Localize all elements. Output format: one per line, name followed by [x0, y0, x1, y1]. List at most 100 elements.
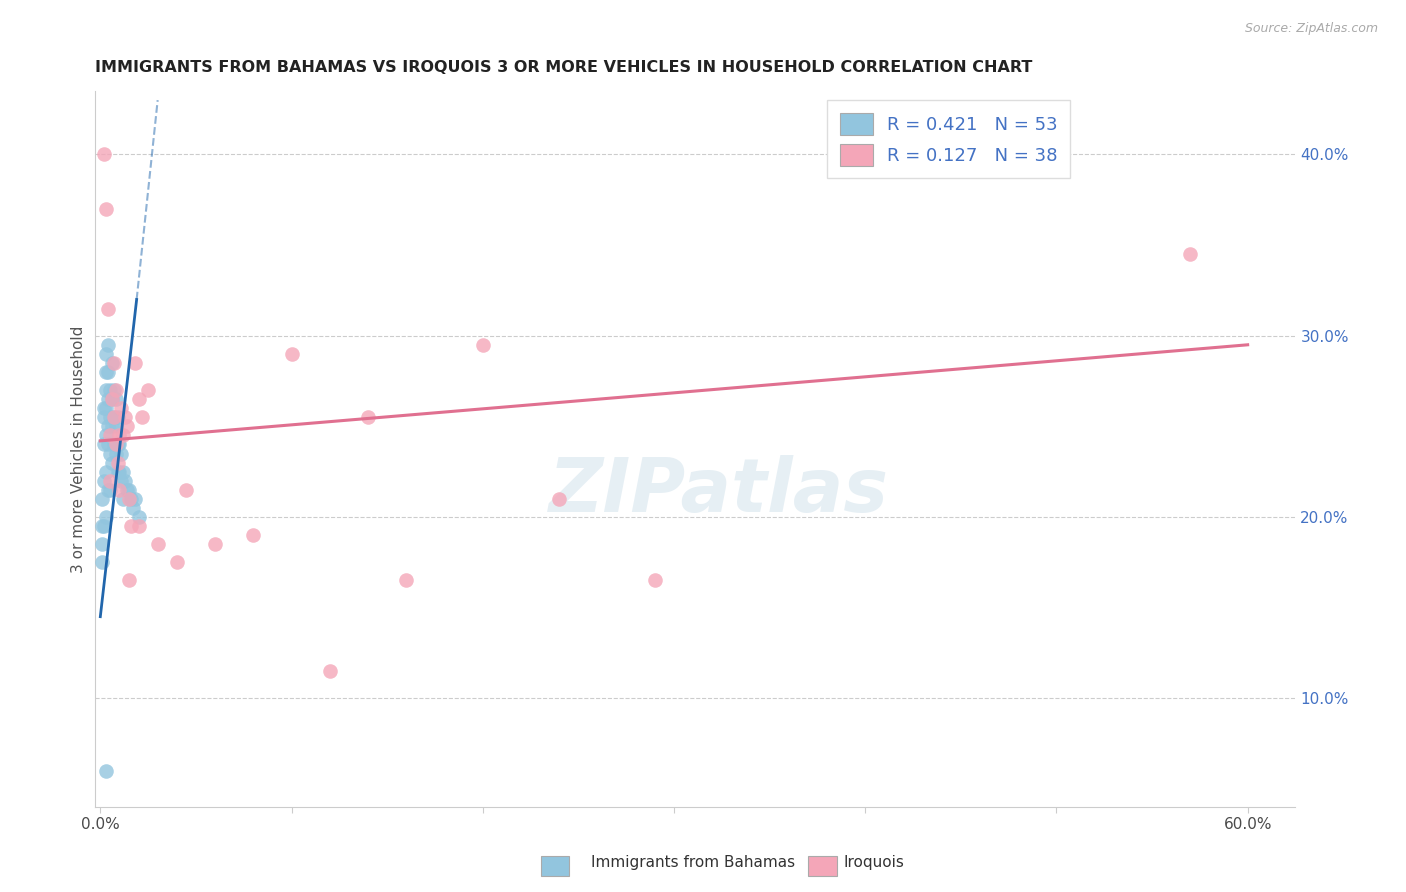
- Point: [204, 537, 226, 551]
- Text: Immigrants from Bahamas: Immigrants from Bahamas: [591, 855, 794, 870]
- Bar: [808, 856, 837, 876]
- Point: [94, 202, 117, 216]
- Point: [110, 474, 132, 488]
- Point: [103, 410, 125, 425]
- Point: [97, 392, 120, 407]
- Point: [98, 483, 121, 497]
- Point: [91, 555, 114, 569]
- Point: [104, 383, 127, 397]
- Point: [114, 410, 136, 425]
- Point: [124, 356, 146, 370]
- Point: [91, 537, 114, 551]
- Point: [115, 483, 138, 497]
- Point: [101, 392, 124, 407]
- Bar: [541, 856, 569, 876]
- Point: [97, 301, 120, 316]
- Point: [93, 401, 115, 416]
- Point: [97, 437, 120, 451]
- Point: [107, 437, 129, 451]
- Point: [128, 392, 150, 407]
- Point: [104, 419, 127, 434]
- Point: [644, 574, 666, 588]
- Point: [101, 392, 124, 407]
- Text: Iroquois: Iroquois: [844, 855, 904, 870]
- Point: [319, 664, 342, 678]
- Point: [112, 491, 135, 506]
- Y-axis label: 3 or more Vehicles in Household: 3 or more Vehicles in Household: [72, 326, 86, 573]
- Point: [91, 491, 114, 506]
- Point: [112, 465, 135, 479]
- Point: [93, 474, 115, 488]
- Point: [103, 437, 125, 451]
- Point: [98, 446, 121, 460]
- Point: [104, 446, 127, 460]
- Point: [108, 483, 131, 497]
- Point: [91, 519, 114, 533]
- Point: [120, 519, 142, 533]
- Point: [101, 419, 124, 434]
- Point: [97, 365, 120, 379]
- Point: [104, 437, 127, 451]
- Point: [280, 347, 302, 361]
- Point: [120, 491, 142, 506]
- Point: [108, 437, 131, 451]
- Point: [93, 519, 115, 533]
- Point: [136, 383, 159, 397]
- Point: [98, 383, 121, 397]
- Point: [118, 483, 141, 497]
- Point: [1180, 247, 1202, 261]
- Point: [103, 356, 125, 370]
- Point: [97, 338, 120, 352]
- Point: [112, 428, 135, 442]
- Point: [471, 338, 494, 352]
- Point: [101, 356, 124, 370]
- Point: [357, 410, 380, 425]
- Point: [128, 519, 150, 533]
- Point: [166, 555, 188, 569]
- Point: [97, 419, 120, 434]
- Point: [124, 491, 146, 506]
- Point: [97, 483, 120, 497]
- Point: [107, 456, 129, 470]
- Point: [94, 401, 117, 416]
- Point: [94, 347, 117, 361]
- Point: [115, 419, 138, 434]
- Text: IMMIGRANTS FROM BAHAMAS VS IROQUOIS 3 OR MORE VEHICLES IN HOUSEHOLD CORRELATION : IMMIGRANTS FROM BAHAMAS VS IROQUOIS 3 OR…: [94, 60, 1032, 75]
- Point: [242, 528, 264, 542]
- Point: [103, 383, 125, 397]
- Point: [94, 428, 117, 442]
- Text: Source: ZipAtlas.com: Source: ZipAtlas.com: [1244, 22, 1378, 36]
- Point: [94, 764, 117, 778]
- Point: [131, 410, 153, 425]
- Legend: R = 0.421   N = 53, R = 0.127   N = 38: R = 0.421 N = 53, R = 0.127 N = 38: [827, 100, 1070, 178]
- Point: [110, 401, 132, 416]
- Point: [548, 491, 571, 506]
- Point: [146, 537, 169, 551]
- Point: [104, 392, 127, 407]
- Point: [108, 428, 131, 442]
- Point: [128, 510, 150, 524]
- Point: [98, 410, 121, 425]
- Text: ZIPatlas: ZIPatlas: [548, 456, 889, 528]
- Point: [94, 510, 117, 524]
- Point: [94, 465, 117, 479]
- Point: [110, 446, 132, 460]
- Point: [114, 474, 136, 488]
- Point: [93, 147, 115, 161]
- Point: [107, 465, 129, 479]
- Point: [121, 500, 143, 515]
- Point: [101, 456, 124, 470]
- Point: [94, 365, 117, 379]
- Point: [94, 383, 117, 397]
- Point: [176, 483, 198, 497]
- Point: [98, 474, 121, 488]
- Point: [107, 410, 129, 425]
- Point: [93, 437, 115, 451]
- Point: [108, 465, 131, 479]
- Point: [103, 410, 125, 425]
- Point: [118, 574, 141, 588]
- Point: [98, 428, 121, 442]
- Point: [93, 410, 115, 425]
- Point: [395, 574, 418, 588]
- Point: [118, 491, 141, 506]
